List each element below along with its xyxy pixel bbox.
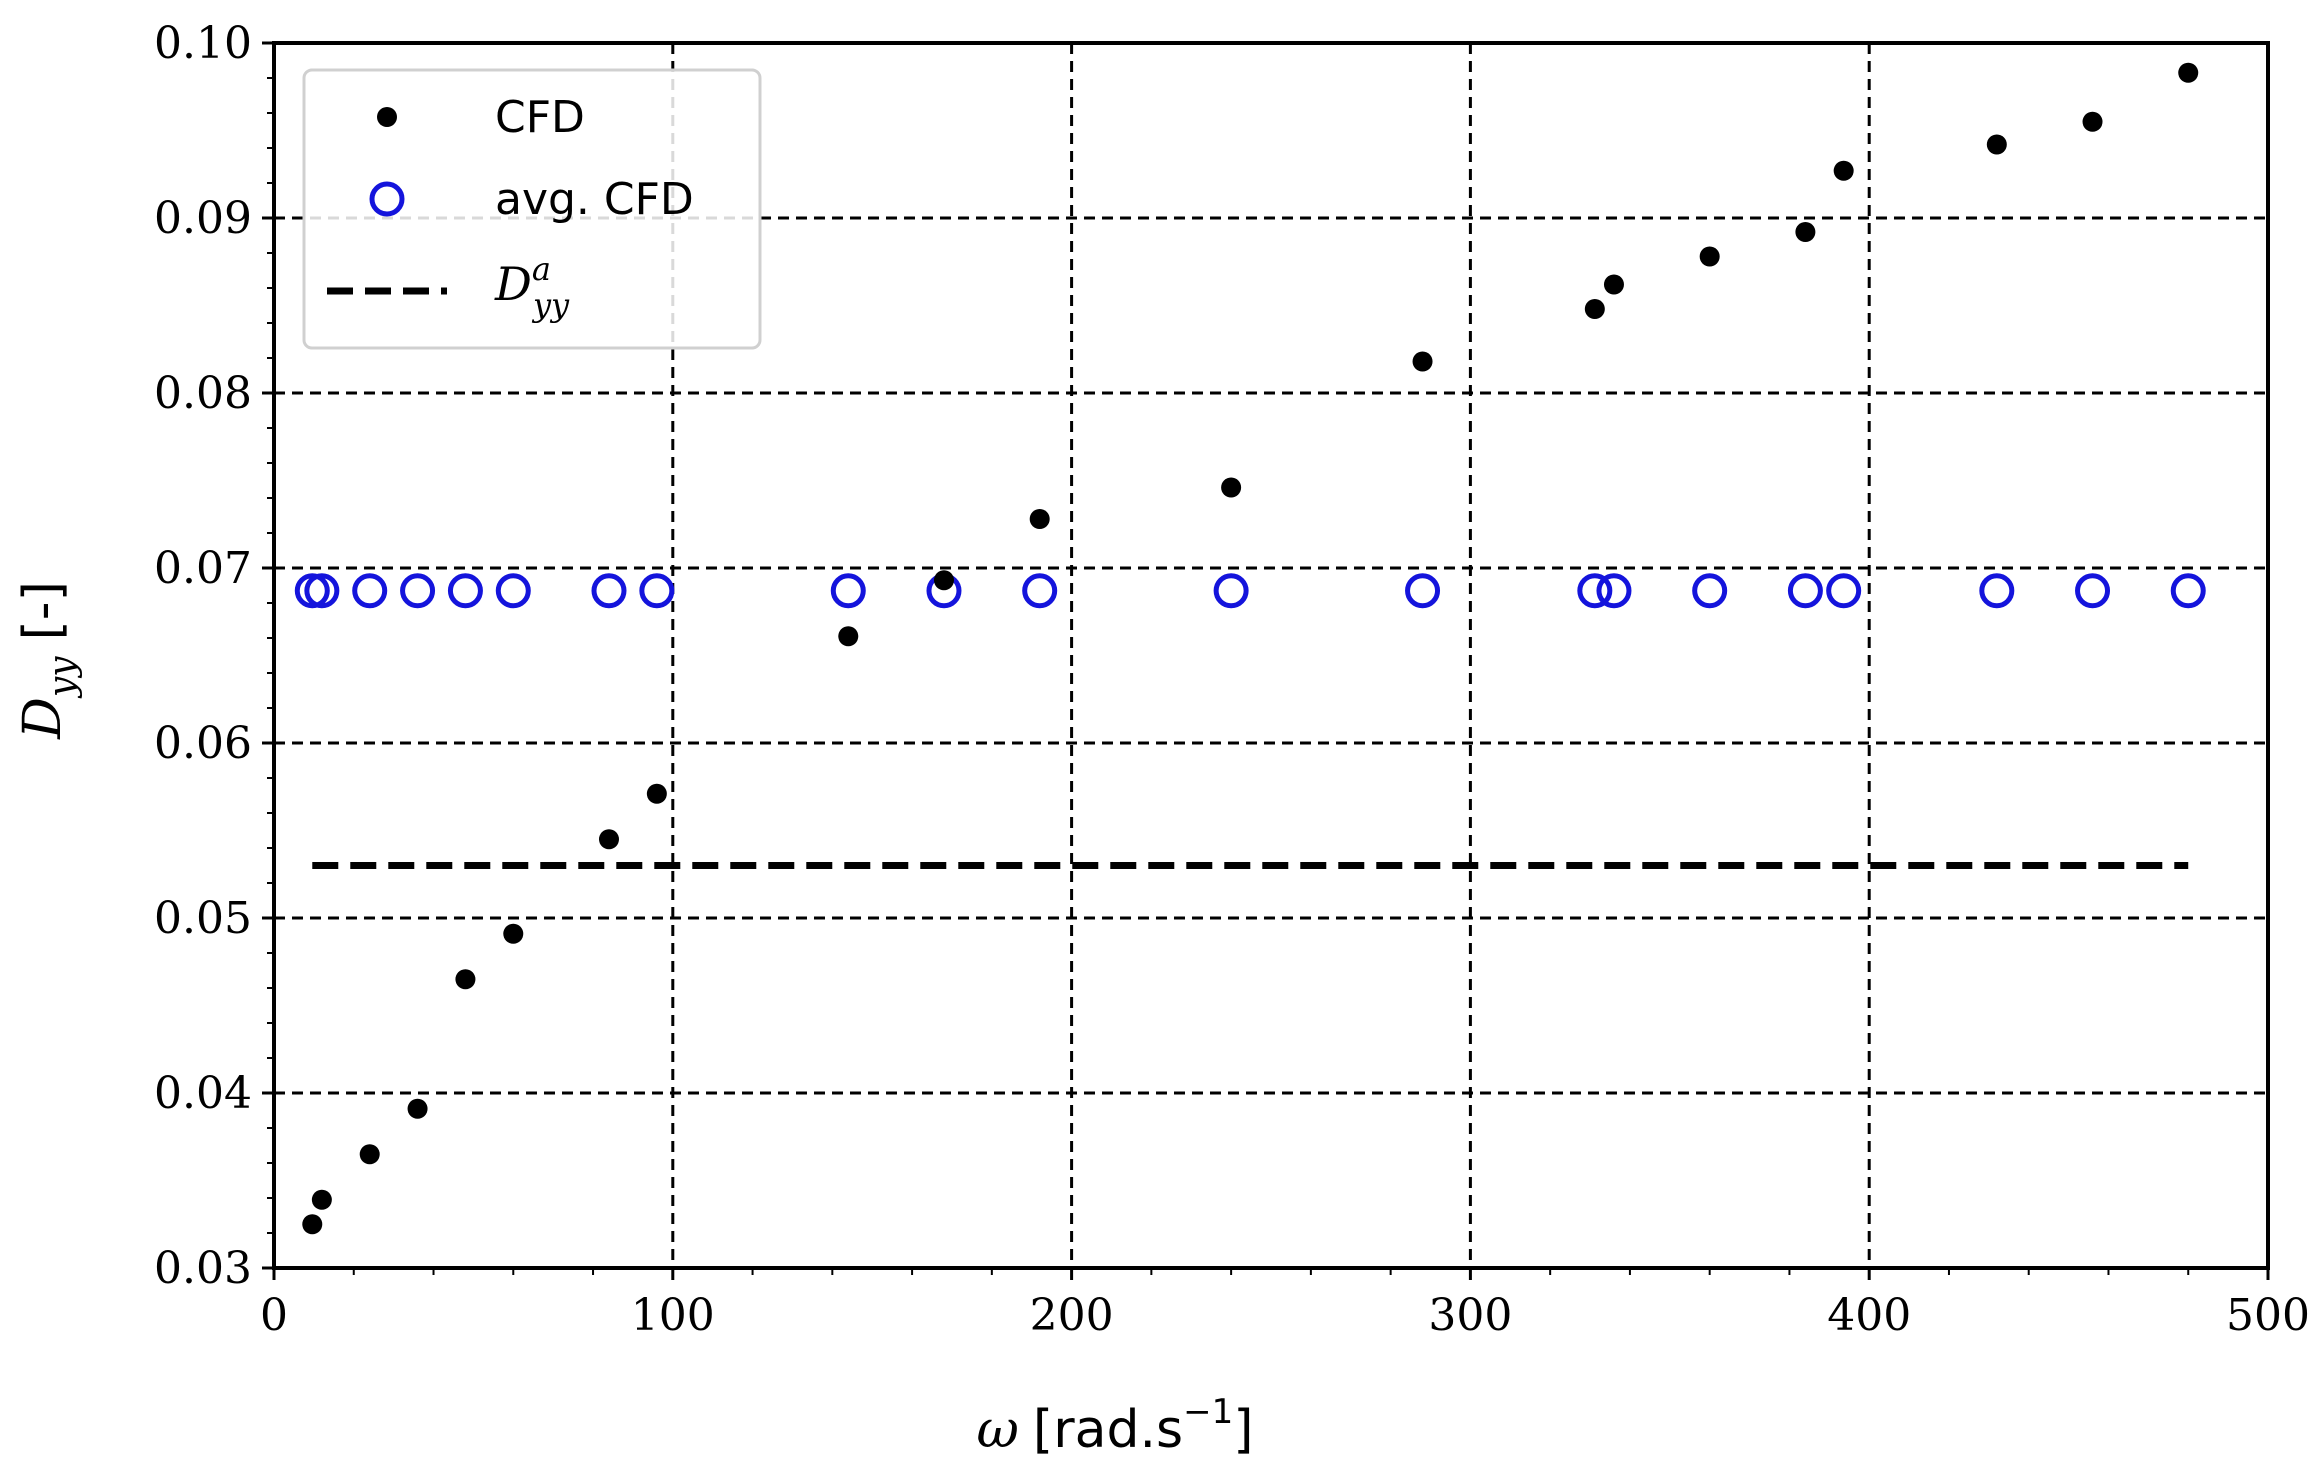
avg-cfd-point xyxy=(1692,573,1728,609)
x-axis-symbol: ω xyxy=(977,1400,1019,1460)
cfd-point xyxy=(302,1214,323,1235)
avg-cfd-point xyxy=(1577,573,1613,609)
legend-avg-label: avg. CFD xyxy=(495,174,694,225)
x-tick-label: 100 xyxy=(631,1290,715,1341)
y-tick-label: 0.05 xyxy=(154,893,252,944)
cfd-point xyxy=(503,923,524,944)
y-tick-label: 0.06 xyxy=(154,718,252,769)
avg-cfd-point xyxy=(400,573,436,609)
cfd-point xyxy=(646,783,667,804)
y-tick-label: 0.04 xyxy=(154,1068,252,1119)
y-tick-label: 0.03 xyxy=(154,1243,252,1294)
cfd-point xyxy=(2082,111,2103,132)
avg-cfd-point xyxy=(447,573,483,609)
cfd-point xyxy=(1584,299,1605,319)
legend-analytic-sup: a xyxy=(532,250,551,288)
avg-cfd-point xyxy=(1826,573,1862,609)
avg-cfd-point xyxy=(352,573,388,609)
legend-analytic-sub: yy xyxy=(531,286,570,324)
major-ticks xyxy=(262,41,2270,1280)
avg-cfd-point xyxy=(591,573,627,609)
x-tick-label: 500 xyxy=(2226,1290,2310,1341)
cfd-point xyxy=(838,626,859,647)
cfd-point xyxy=(1986,134,2007,155)
y-axis-sub: yy xyxy=(42,656,83,699)
y-tick-labels: 0.03 0.04 0.05 0.06 0.07 0.08 0.09 0.10 xyxy=(154,18,252,1294)
x-tick-labels: 0 100 200 300 400 500 xyxy=(260,1290,2310,1341)
avg-cfd-point xyxy=(294,573,330,609)
cfd-point xyxy=(455,969,476,990)
avg-cfd-point xyxy=(830,573,866,609)
cfd-point xyxy=(2178,62,2199,83)
cfd-point xyxy=(1795,222,1816,242)
cfd-point xyxy=(359,1144,380,1165)
cfd-series xyxy=(302,62,2199,1235)
y-tick-label: 0.10 xyxy=(154,18,252,69)
y-tick-label: 0.09 xyxy=(154,193,252,244)
legend-cfd-marker xyxy=(377,107,397,127)
legend-box xyxy=(302,68,762,350)
x-axis-unit-sup: −1 xyxy=(1183,1392,1233,1432)
avg-cfd-point xyxy=(1979,573,2015,609)
cfd-point xyxy=(1029,509,1050,529)
avg-cfd-series xyxy=(294,573,2206,609)
cfd-point xyxy=(1603,274,1624,295)
y-tick-label: 0.07 xyxy=(154,543,252,594)
x-tick-label: 200 xyxy=(1030,1290,1114,1341)
cfd-point xyxy=(311,1189,332,1210)
avg-cfd-point xyxy=(304,573,340,609)
avg-cfd-point xyxy=(1787,573,1823,609)
x-axis-unit-open: [rad.s xyxy=(1033,1400,1183,1460)
avg-cfd-point xyxy=(2075,573,2111,609)
avg-cfd-point xyxy=(639,573,675,609)
y-axis-unit: [-] xyxy=(13,581,73,640)
avg-cfd-point xyxy=(1213,573,1249,609)
y-axis-symbol: D xyxy=(13,697,73,740)
cfd-point xyxy=(933,570,954,591)
cfd-point xyxy=(1412,351,1433,372)
avg-cfd-point xyxy=(1405,573,1441,609)
avg-cfd-point xyxy=(1022,573,1058,609)
plot-frame xyxy=(272,41,2270,1270)
legend: CFD avg. CFD Da yy xyxy=(302,68,762,350)
x-tick-label: 0 xyxy=(260,1290,288,1341)
cfd-point xyxy=(1221,477,1242,498)
cfd-point xyxy=(1699,246,1720,267)
cfd-point xyxy=(598,829,619,850)
avg-cfd-point xyxy=(2170,573,2206,609)
legend-analytic-base: D xyxy=(494,257,532,311)
x-axis-unit-close: ] xyxy=(1233,1400,1253,1460)
x-axis-label: ω [rad.s−1] xyxy=(977,1392,1254,1460)
avg-cfd-point xyxy=(495,573,531,609)
legend-analytic-label: Da yy xyxy=(494,250,570,324)
legend-cfd-label: CFD xyxy=(495,92,585,143)
x-tick-label: 300 xyxy=(1428,1290,1512,1341)
y-tick-label: 0.08 xyxy=(154,368,252,419)
x-tick-label: 400 xyxy=(1827,1290,1911,1341)
legend-avg-marker xyxy=(369,181,405,217)
avg-cfd-point xyxy=(1596,573,1632,609)
cfd-point xyxy=(1833,160,1854,181)
y-axis-label: Dyy [-] xyxy=(13,581,83,740)
cfd-point xyxy=(407,1098,428,1119)
